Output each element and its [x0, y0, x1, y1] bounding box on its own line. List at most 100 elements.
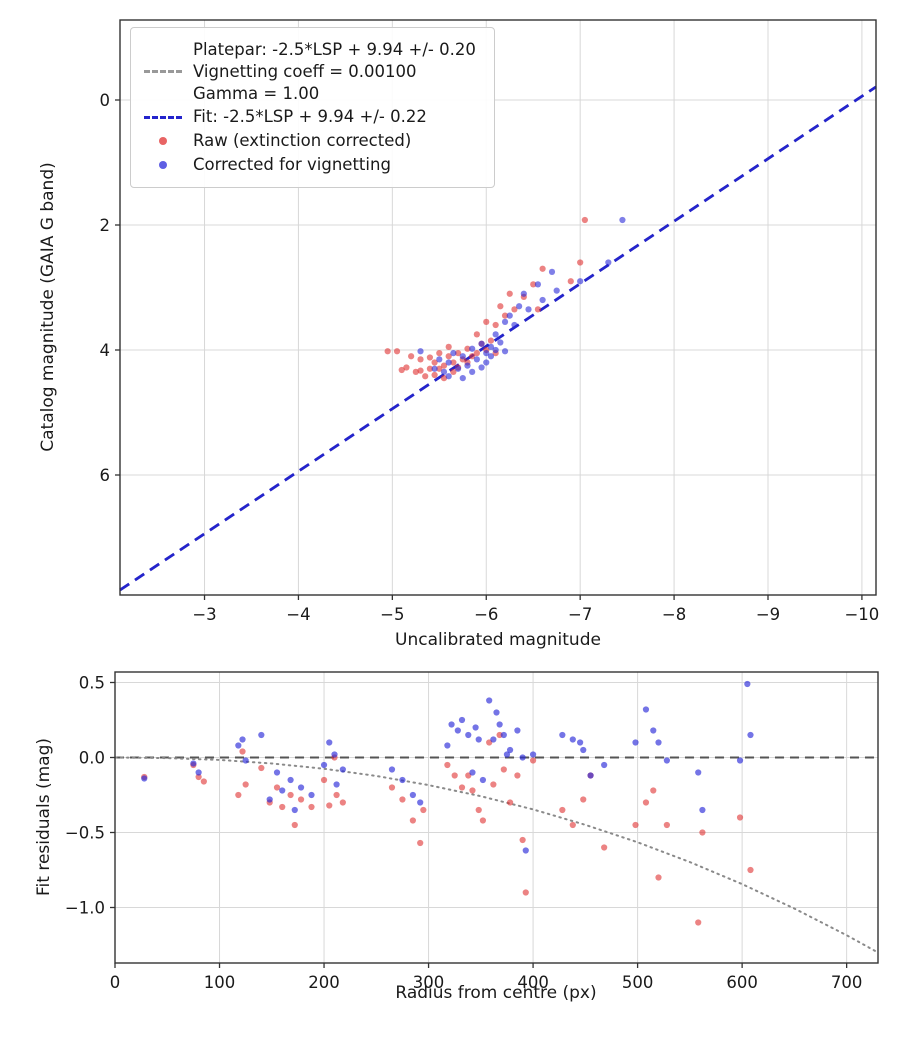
- raw-residual-point: [559, 806, 566, 814]
- raw-point: [384, 348, 391, 355]
- raw-point: [450, 368, 457, 375]
- raw-point: [426, 354, 434, 361]
- raw-residual-point: [420, 806, 427, 814]
- corrected-point: [440, 368, 448, 375]
- corrected-residual-point: [331, 751, 338, 758]
- tick-label-y: −1.0: [65, 899, 105, 918]
- corrected-residual-point: [577, 739, 584, 746]
- corrected-residual-point: [258, 731, 265, 739]
- tick-label-y: 6: [100, 466, 111, 485]
- corrected-residual-point: [503, 751, 511, 758]
- raw-residual-point: [519, 836, 526, 844]
- corrected-residual-point: [235, 742, 242, 749]
- raw-point: [539, 265, 546, 272]
- raw-point: [483, 318, 490, 325]
- top-yaxis-label: Catalog magnitude (GAIA G band): [38, 162, 58, 452]
- raw-residual-point: [242, 781, 249, 788]
- axes-frame: [119, 19, 877, 596]
- corrected-point: [478, 340, 485, 347]
- raw-point: [403, 364, 410, 371]
- raw-point: [440, 362, 448, 369]
- fit-dash-icon: [143, 115, 183, 119]
- raw-residual-point: [642, 799, 650, 806]
- raw-point: [417, 356, 424, 363]
- raw-residual-point: [529, 757, 537, 764]
- tick-label-x: −6: [474, 605, 498, 624]
- corrected-point: [459, 375, 466, 382]
- raw-point: [464, 345, 471, 352]
- vignetting-model-curve: [114, 756, 879, 954]
- corrected-point: [464, 362, 471, 369]
- corrected-residual-point: [242, 757, 249, 764]
- corrected-residual-point: [469, 769, 476, 776]
- corrected-residual-point: [642, 706, 650, 713]
- corrected-residual-point: [580, 746, 587, 754]
- legend-platepar-line1: Platepar: -2.5*LSP + 9.94 +/- 0.20: [193, 40, 476, 59]
- tick-label-x: −10: [844, 605, 879, 624]
- raw-residual-point: [287, 791, 294, 799]
- corrected-residual-point: [506, 746, 514, 754]
- raw-point: [473, 350, 480, 357]
- raw-residual-point: [409, 817, 416, 824]
- tick-label-x: −7: [568, 605, 592, 624]
- raw-point: [473, 331, 480, 338]
- raw-point: [450, 359, 457, 366]
- platepar-dash-icon: [143, 70, 183, 74]
- corrected-residual-point: [475, 736, 482, 743]
- corrected-point: [539, 296, 546, 304]
- tick-label-x: 500: [622, 973, 654, 992]
- raw-residual-point: [479, 817, 487, 824]
- corrected-residual-point: [448, 721, 455, 728]
- corrected-residual-point: [479, 776, 487, 784]
- corrected-residual-point: [388, 766, 396, 773]
- corrected-residual-point: [266, 796, 273, 803]
- corrected-residual-point: [409, 791, 416, 799]
- corrected-point: [516, 303, 523, 310]
- raw-residual-point: [506, 799, 514, 806]
- axes-frame: [114, 671, 879, 964]
- raw-residual-point: [273, 784, 281, 791]
- corrected-point: [487, 353, 495, 360]
- raw-point: [431, 371, 438, 379]
- corrected-point: [548, 268, 556, 275]
- corrected-residual-point: [663, 757, 670, 764]
- raw-residual-point: [500, 766, 507, 773]
- corrected-residual-point: [529, 751, 537, 758]
- legend-platepar-line2: Vignetting coeff = 0.00100: [193, 61, 417, 81]
- corrected-point: [431, 365, 438, 372]
- tick-label-x: 0: [110, 973, 121, 992]
- raw-point: [567, 278, 574, 285]
- raw-residual-point: [736, 814, 744, 821]
- corrected-residual-point: [500, 731, 507, 739]
- raw-point: [445, 353, 452, 360]
- corrected-residual-point: [695, 769, 702, 776]
- raw-residual-point: [326, 802, 333, 809]
- raw-point: [487, 337, 495, 344]
- raw-residual-point: [514, 772, 521, 779]
- legend-entry-platepar: Platepar: -2.5*LSP + 9.94 +/- 0.20 Vigne…: [143, 39, 476, 104]
- tick-label-x: −5: [380, 605, 404, 624]
- raw-point: [426, 365, 434, 372]
- raw-point: [534, 306, 542, 313]
- corrected-residual-point: [444, 742, 451, 749]
- tick-label-y: 0: [100, 91, 111, 110]
- corrected-residual-point: [601, 761, 608, 769]
- legend-entry-raw: Raw (extinction corrected): [143, 130, 476, 152]
- corrected-point: [483, 359, 490, 366]
- tick-label-x: 600: [726, 973, 758, 992]
- legend-fit-label: Fit: -2.5*LSP + 9.94 +/- 0.22: [193, 107, 427, 127]
- corrected-point: [454, 365, 462, 372]
- top-xaxis-label: Uncalibrated magnitude: [395, 630, 601, 650]
- raw-residual-point: [475, 806, 482, 814]
- raw-residual-point: [239, 748, 246, 755]
- tick-label-x: 700: [831, 973, 863, 992]
- corrected-residual-point: [465, 731, 472, 739]
- raw-point: [497, 303, 504, 310]
- fit-line: [119, 85, 877, 592]
- corrected-residual-point: [141, 775, 148, 782]
- raw-point: [581, 216, 588, 224]
- corrected-residual-point: [522, 847, 529, 854]
- raw-residual-point: [417, 839, 424, 847]
- raw-residual-point: [451, 772, 458, 779]
- raw-residual-point: [663, 821, 670, 829]
